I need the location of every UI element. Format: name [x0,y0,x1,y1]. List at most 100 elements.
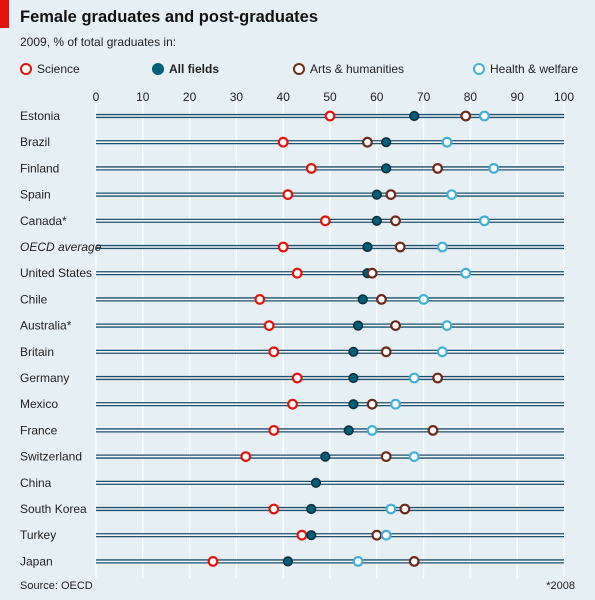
point-all-fields-australia [352,320,364,331]
point-science-switzerland [240,451,252,463]
point-arts-humanities-britain [380,346,392,358]
point-health-welfare-united-states [460,267,472,279]
legend-item-science: Science [20,61,80,77]
point-arts-humanities-turkey [371,529,383,541]
category-label-mexico: Mexico [20,397,58,411]
point-science-mexico [287,398,298,410]
chart-subtitle: 2009, % of total graduates in: [20,35,177,49]
point-arts-humanities-chile [376,294,387,305]
tick-label-20: 20 [183,90,197,104]
legend-item-health-welfare: Health & welfare [473,61,578,77]
legend-marker-arts-humanities [293,63,305,75]
tick-label-60: 60 [370,90,384,104]
legend-label-science: Science [37,62,80,76]
point-arts-humanities-mexico [366,398,378,410]
point-arts-humanities-finland [432,162,444,174]
point-all-fields-switzerland [320,451,331,462]
point-science-south-korea [268,503,280,515]
category-label-south-korea: South Korea [20,502,87,516]
point-health-welfare-chile [418,294,430,305]
point-all-fields-finland [381,163,392,174]
point-all-fields-canada [371,215,382,226]
point-arts-humanities-japan [408,556,420,567]
tick-label-30: 30 [230,90,244,104]
point-all-fields-spain [371,189,382,200]
point-arts-humanities-oecd-average [394,241,406,253]
point-all-fields-brazil [381,137,392,148]
point-health-welfare-brazil [441,136,453,148]
point-health-welfare-spain [446,189,458,201]
point-science-chile [254,294,266,305]
tick-label-10: 10 [136,90,150,104]
point-science-germany [291,372,303,384]
point-health-welfare-south-korea [385,503,397,515]
tick-label-80: 80 [464,90,478,104]
point-all-fields-estonia [409,110,420,122]
point-science-estonia [324,110,336,122]
category-label-canada: Canada* [20,214,67,228]
chart-title: Female graduates and post-graduates [20,8,318,26]
point-science-oecd-average [277,241,289,253]
tick-label-90: 90 [511,90,525,104]
legend-label-all-fields: All fields [169,62,220,76]
category-label-japan: Japan [20,554,53,568]
point-science-canada [319,215,331,227]
category-label-australia: Australia* [20,319,72,333]
point-science-brazil [277,136,289,148]
point-arts-humanities-spain [385,189,397,201]
point-health-welfare-oecd-average [436,241,448,253]
point-all-fields-france [343,425,354,436]
point-health-welfare-france [366,425,378,436]
point-science-spain [282,189,294,201]
point-all-fields-britain [348,346,359,357]
tick-label-40: 40 [277,90,291,104]
point-health-welfare-estonia [479,110,490,122]
tick-label-0: 0 [93,90,100,104]
point-all-fields-germany [348,372,359,384]
point-science-britain [268,346,280,358]
point-science-turkey [296,529,308,541]
category-label-spain: Spain [20,188,51,202]
point-arts-humanities-australia [390,320,401,332]
point-science-france [268,425,280,436]
point-arts-humanities-south-korea [399,503,411,515]
legend-marker-science [20,63,32,75]
tick-label-50: 50 [323,90,337,104]
point-arts-humanities-united-states [366,267,378,279]
source-note: Source: OECD [20,580,93,592]
point-all-fields-south-korea [306,503,317,515]
point-health-welfare-mexico [390,398,401,410]
legend-item-arts-humanities: Arts & humanities [293,61,404,77]
category-label-finland: Finland [20,161,59,175]
point-health-welfare-australia [441,320,453,332]
point-arts-humanities-canada [390,215,401,227]
legend-item-all-fields: All fields [152,61,219,77]
point-science-united-states [291,267,303,279]
brand-tag [0,0,9,28]
point-arts-humanities-brazil [362,136,373,148]
point-all-fields-mexico [348,399,359,410]
legend-label-health-welfare: Health & welfare [490,62,579,76]
footnote: *2008 [546,580,575,592]
category-label-chile: Chile [20,292,48,306]
point-arts-humanities-germany [432,372,444,384]
legend-marker-all-fields [152,63,164,75]
point-arts-humanities-estonia [460,110,472,122]
category-label-united-states: United States [20,266,92,280]
category-label-china: China [20,476,52,490]
point-all-fields-turkey [306,530,317,541]
category-label-estonia: Estonia [20,109,60,123]
category-label-oecd-average: OECD average [20,240,102,254]
point-all-fields-japan [282,556,293,567]
category-label-germany: Germany [20,371,69,385]
point-health-welfare-germany [408,372,420,384]
point-health-welfare-britain [436,346,448,358]
tick-label-70: 70 [417,90,431,104]
category-label-brazil: Brazil [20,135,50,149]
legend-marker-health-welfare [473,63,485,75]
point-health-welfare-finland [488,162,500,174]
point-science-australia [263,320,275,332]
category-label-switzerland: Switzerland [20,450,82,464]
category-label-britain: Britain [20,345,54,359]
